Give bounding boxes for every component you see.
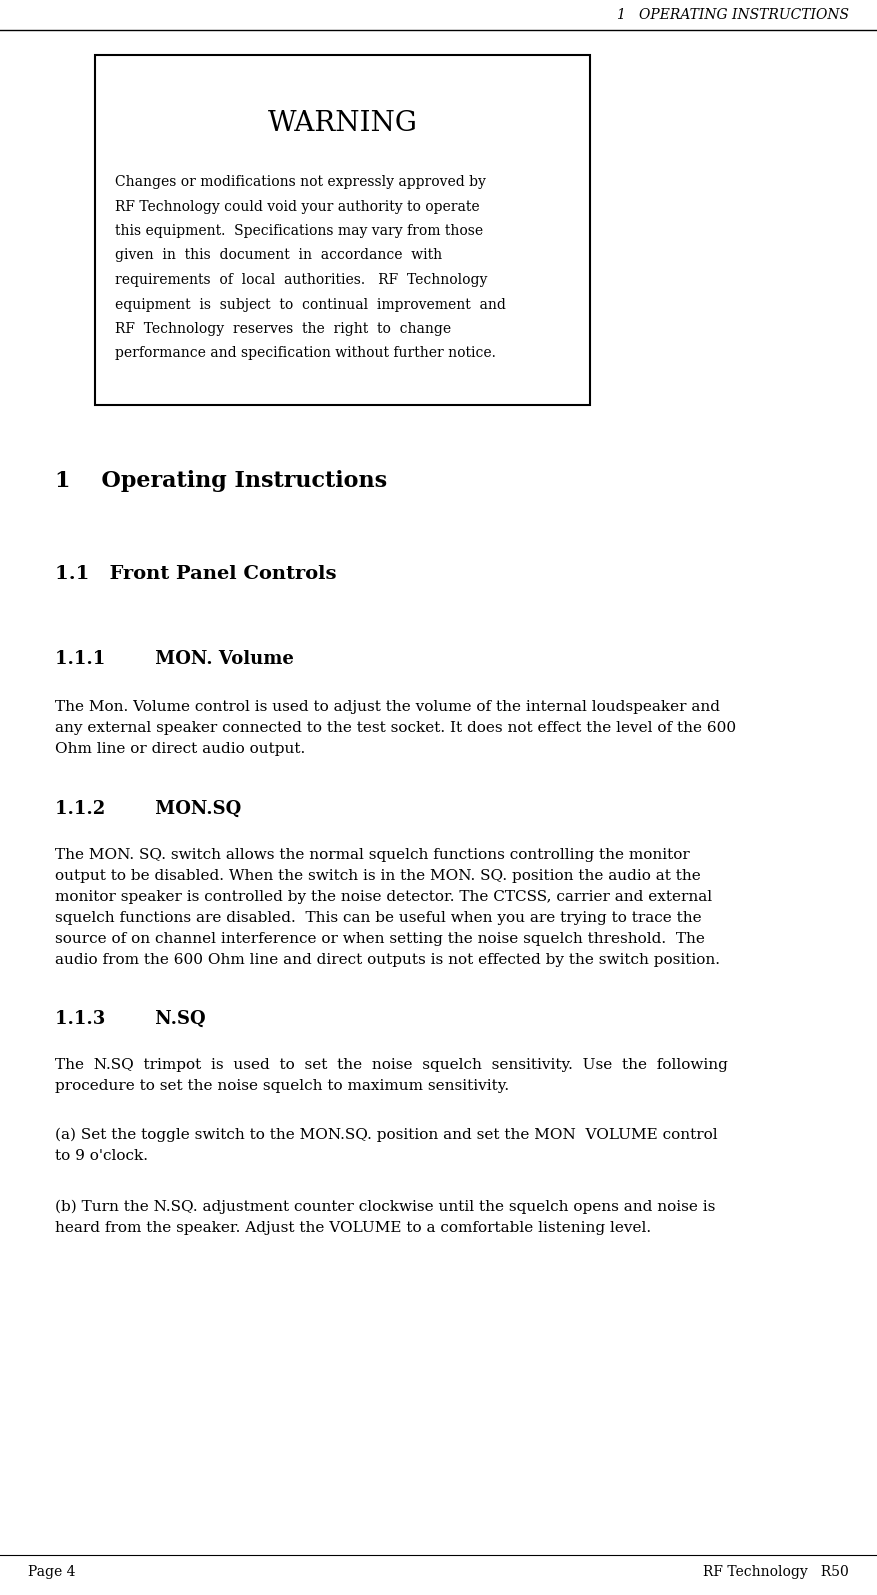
Text: requirements  of  local  authorities.   RF  Technology: requirements of local authorities. RF Te…	[115, 273, 488, 287]
Text: 1.1.1        MON. Volume: 1.1.1 MON. Volume	[55, 651, 294, 668]
Text: performance and specification without further notice.: performance and specification without fu…	[115, 346, 496, 360]
Text: Page 4: Page 4	[28, 1565, 75, 1579]
Text: RF  Technology  reserves  the  right  to  change: RF Technology reserves the right to chan…	[115, 322, 451, 337]
Text: 1.1   Front Panel Controls: 1.1 Front Panel Controls	[55, 565, 337, 584]
Text: 1    Operating Instructions: 1 Operating Instructions	[55, 471, 387, 491]
Text: (b) Turn the N.SQ. adjustment counter clockwise until the squelch opens and nois: (b) Turn the N.SQ. adjustment counter cl…	[55, 1199, 716, 1214]
Text: given  in  this  document  in  accordance  with: given in this document in accordance wit…	[115, 249, 442, 263]
Text: heard from the speaker. Adjust the VOLUME to a comfortable listening level.: heard from the speaker. Adjust the VOLUM…	[55, 1222, 651, 1235]
Text: monitor speaker is controlled by the noise detector. The CTCSS, carrier and exte: monitor speaker is controlled by the noi…	[55, 890, 712, 904]
Text: 1   OPERATING INSTRUCTIONS: 1 OPERATING INSTRUCTIONS	[617, 8, 849, 22]
Text: (a) Set the toggle switch to the MON.SQ. position and set the MON  VOLUME contro: (a) Set the toggle switch to the MON.SQ.…	[55, 1128, 717, 1142]
Text: Changes or modifications not expressly approved by: Changes or modifications not expressly a…	[115, 175, 486, 188]
Text: RF Technology could void your authority to operate: RF Technology could void your authority …	[115, 199, 480, 214]
Text: 1.1.3        N.SQ: 1.1.3 N.SQ	[55, 1010, 205, 1029]
Text: Ohm line or direct audio output.: Ohm line or direct audio output.	[55, 742, 305, 756]
Text: WARNING: WARNING	[267, 110, 417, 137]
Bar	[95, 54, 590, 405]
Text: The Mon. Volume control is used to adjust the volume of the internal loudspeaker: The Mon. Volume control is used to adjus…	[55, 700, 720, 715]
Text: procedure to set the noise squelch to maximum sensitivity.: procedure to set the noise squelch to ma…	[55, 1078, 510, 1093]
Text: 1.1.2        MON.SQ: 1.1.2 MON.SQ	[55, 801, 241, 818]
Text: audio from the 600 Ohm line and direct outputs is not effected by the switch pos: audio from the 600 Ohm line and direct o…	[55, 952, 720, 967]
Text: source of on channel interference or when setting the noise squelch threshold.  : source of on channel interference or whe…	[55, 931, 705, 946]
Text: any external speaker connected to the test socket. It does not effect the level : any external speaker connected to the te…	[55, 721, 736, 735]
Text: The MON. SQ. switch allows the normal squelch functions controlling the monitor: The MON. SQ. switch allows the normal sq…	[55, 849, 689, 861]
Text: output to be disabled. When the switch is in the MON. SQ. position the audio at : output to be disabled. When the switch i…	[55, 869, 701, 884]
Text: this equipment.  Specifications may vary from those: this equipment. Specifications may vary …	[115, 223, 483, 238]
Text: squelch functions are disabled.  This can be useful when you are trying to trace: squelch functions are disabled. This can…	[55, 911, 702, 925]
Text: RF Technology   R50: RF Technology R50	[703, 1565, 849, 1579]
Text: The  N.SQ  trimpot  is  used  to  set  the  noise  squelch  sensitivity.  Use  t: The N.SQ trimpot is used to set the nois…	[55, 1057, 728, 1072]
Text: to 9 o'clock.: to 9 o'clock.	[55, 1148, 148, 1163]
Text: equipment  is  subject  to  continual  improvement  and: equipment is subject to continual improv…	[115, 298, 506, 311]
